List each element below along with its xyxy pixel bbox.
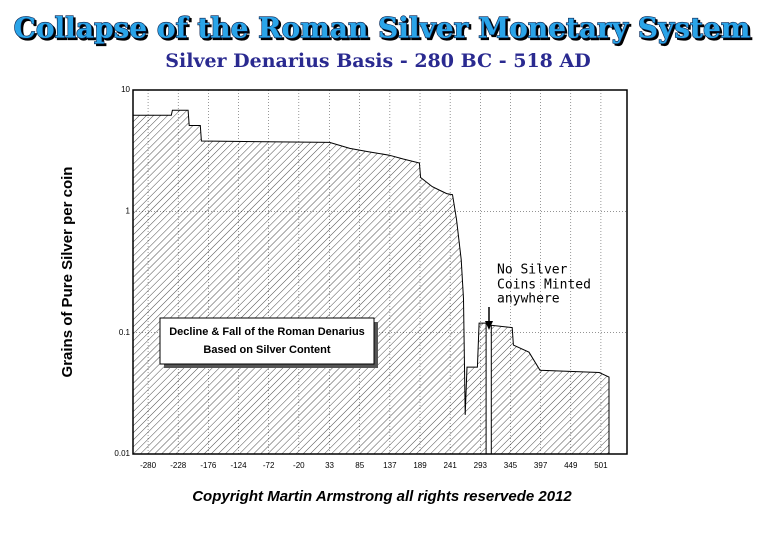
x-tick-label: 137 [383, 461, 397, 470]
y-axis-label: Grains of Pure Silver per coin [59, 167, 76, 378]
x-tick-label: 189 [413, 461, 427, 470]
plot: 0.01 0.1 1 10 -280 -228 -176 -124 -72 -20 33 85 137 1… [114, 85, 627, 470]
plot-frame [132, 89, 628, 455]
x-tick-label: 449 [564, 461, 578, 470]
y-tick-label: 1 [126, 206, 131, 215]
y-tick-label: 0.1 [119, 328, 131, 337]
x-tick-label: -280 [140, 461, 157, 470]
x-tick-label: -20 [293, 461, 305, 470]
annotation-text: Based on Silver Content [203, 344, 330, 356]
annotation-box [159, 317, 375, 365]
annotation-text: anywhere [497, 292, 560, 307]
x-tick-label: -228 [170, 461, 187, 470]
x-tick-label: 33 [325, 461, 334, 470]
x-tick-label: -124 [231, 461, 248, 470]
x-tick-label: 501 [594, 461, 608, 470]
annotation-text: Decline & Fall of the Roman Denarius [169, 326, 365, 338]
y-tick-label: 10 [121, 85, 130, 94]
source-note: Copyright Martin Armstrong all rights re… [192, 488, 572, 505]
x-tick-label: -176 [200, 461, 217, 470]
y-tick-label: 0.01 [114, 449, 130, 458]
x-tick-label: 85 [355, 461, 364, 470]
x-tick-label: -72 [263, 461, 275, 470]
area [132, 109, 610, 455]
annotation-arrowhead [485, 321, 493, 330]
chart-subtitle: Silver Denarius Basis - 280 BC - 518 AD [165, 50, 590, 72]
x-tick-label: 345 [504, 461, 518, 470]
x-tick-label: 397 [534, 461, 548, 470]
x-tick-label: 241 [443, 461, 457, 470]
annotation-text: No Silver [497, 263, 568, 278]
annotation-text: Coins Minted [497, 278, 591, 293]
x-tick-label: 293 [474, 461, 488, 470]
chart-title: Collapse of the Roman Silver Monetary Sy… [14, 12, 751, 45]
